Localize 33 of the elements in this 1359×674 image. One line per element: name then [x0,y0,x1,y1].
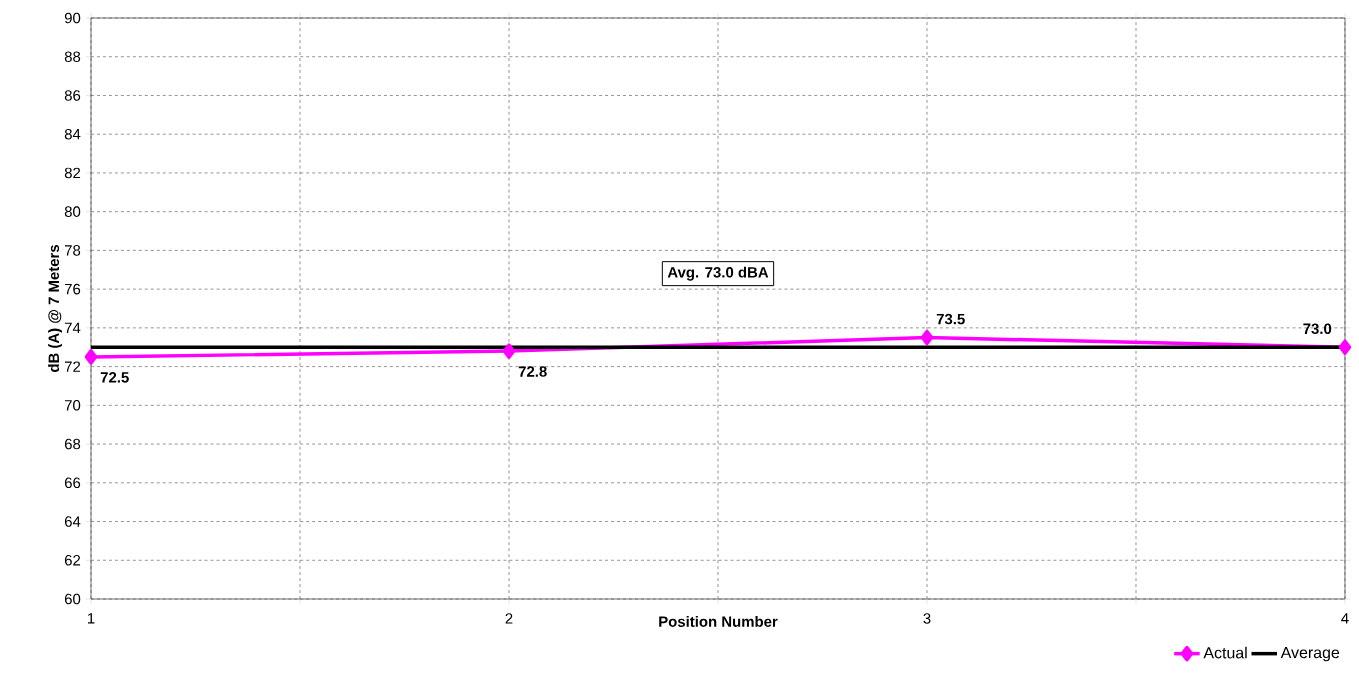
y-tick-label: 76 [64,283,81,295]
legend-label: Actual [1203,646,1247,659]
y-tick-label: 82 [64,167,81,179]
point [1338,339,1352,355]
x-tick-label: 4 [1341,613,1349,624]
data-label: 73.5 [936,313,965,325]
data-label: 72.5 [100,372,129,383]
point [84,349,98,365]
y-tick-label: 78 [64,245,81,256]
data-label: 72.8 [518,366,547,377]
annotation: Avg. 73.0 dBA [667,266,769,281]
x-tick-label: 2 [505,613,513,624]
y-tick-label: 72 [64,361,81,372]
legend-label: Average [1280,647,1340,662]
y-axis-title: dB (A) @ 7 Meters [48,244,63,373]
y-tick-label: 84 [64,128,81,140]
y-tick-label: 62 [64,554,81,566]
y-tick-label: 64 [64,516,81,527]
y-tick-label: 90 [64,12,81,24]
y-tick-label: 66 [64,477,81,489]
y-tick-label: 60 [64,593,81,605]
y-tick-label: 88 [64,51,81,63]
x-axis-title: Position Number [659,615,778,627]
y-tick-label: 86 [64,90,81,101]
y-tick-label: 70 [64,400,81,411]
point [502,343,516,359]
y-tick-label: 80 [64,206,81,217]
y-tick-label: 68 [64,438,81,450]
data-label: 73.0 [1303,323,1332,335]
x-tick-label: 3 [923,613,931,624]
point [920,329,934,346]
x-tick-label: 1 [87,613,95,624]
y-tick-label: 74 [64,322,81,334]
